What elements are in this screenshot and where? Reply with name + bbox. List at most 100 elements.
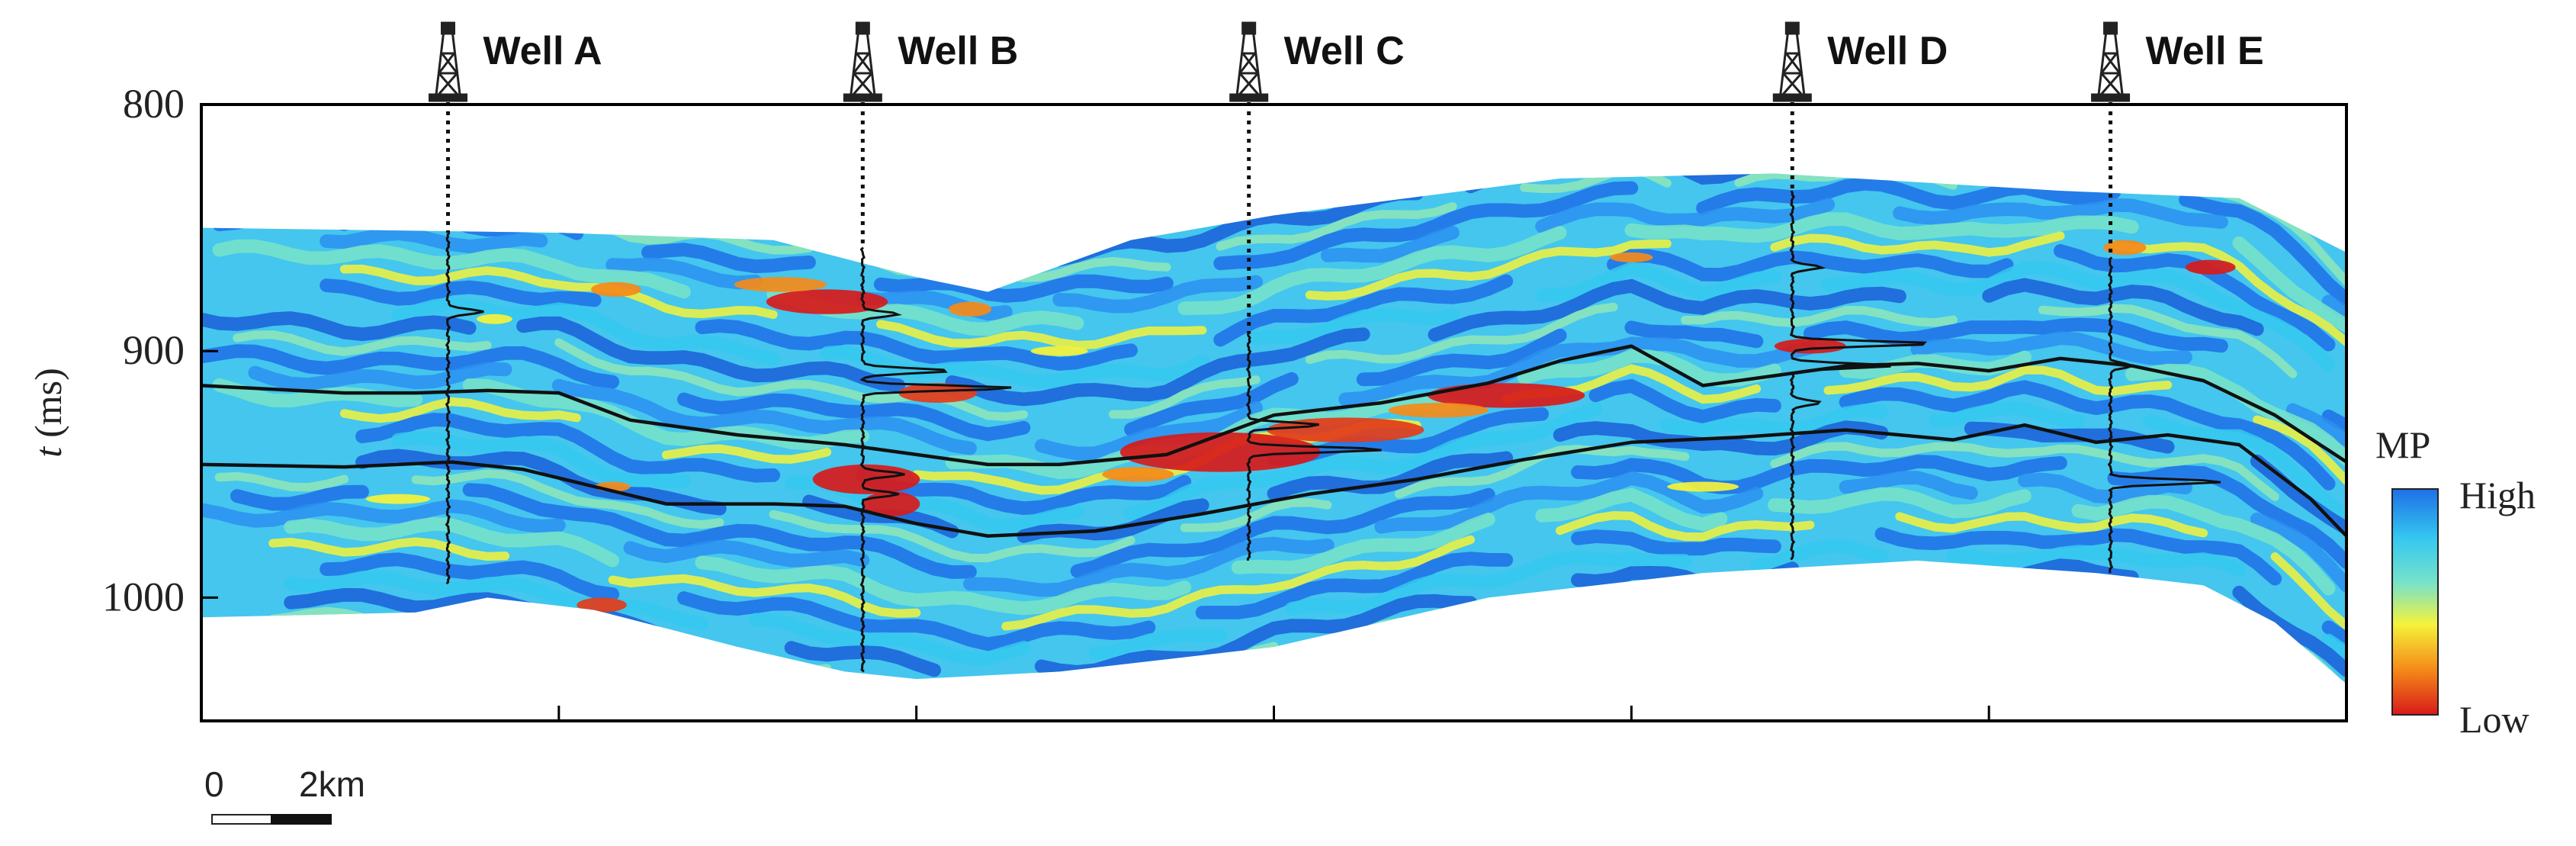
reflector: [309, 799, 720, 846]
reflector: [2071, 494, 2336, 596]
reflector: [320, 661, 494, 684]
reflector: [1839, 380, 2336, 491]
reflector: [1767, 487, 2032, 519]
reflector: [845, 751, 1095, 780]
reflector: [1874, 527, 2282, 586]
reflector: [1167, 719, 1381, 762]
reflector: [541, 754, 755, 806]
reflector: [1305, 302, 1618, 365]
reflector: [291, 127, 505, 141]
reflector: [1571, 455, 2067, 494]
reflector: [2053, 674, 2346, 684]
reflector: [1267, 631, 1620, 684]
reflector: [1345, 101, 1792, 159]
reflector: [2239, 700, 2346, 770]
reflector: [666, 119, 1006, 155]
y-tick-label: 1000: [102, 574, 185, 619]
anomaly: [1102, 467, 1174, 482]
reflector: [426, 210, 584, 240]
anomaly: [734, 277, 827, 292]
reflector: [391, 297, 780, 366]
well-b: Well B: [843, 21, 1018, 673]
reflector: [1381, 42, 1881, 97]
reflector: [201, 620, 709, 677]
reflector: [1095, 108, 1328, 150]
reflector: [398, 73, 595, 98]
reflector: [212, 637, 387, 667]
oil-derrick-icon: [1772, 21, 1812, 102]
reflector: [963, 536, 1335, 597]
reflector: [2321, 633, 2346, 660]
reflector: [1756, 135, 1917, 153]
reflector: [1895, 512, 2208, 538]
reflector: [2293, 780, 2346, 829]
reflector: [339, 397, 581, 423]
reflector: [1231, 513, 1495, 574]
reflector: [1267, 451, 1514, 500]
reflector: [595, 815, 738, 839]
reflector: [391, 430, 691, 489]
y-axis-label: t(ms): [27, 368, 69, 458]
reflector: [1660, 404, 1889, 437]
reflector: [2060, 701, 2346, 811]
reflector: [1006, 703, 1328, 761]
reflector: [2253, 415, 2346, 485]
reflector: [1571, 529, 1781, 556]
reflector: [2060, 745, 2239, 766]
reflector: [1356, 328, 1567, 387]
well-e: Well E: [2091, 21, 2264, 574]
reflector: [1893, 608, 2032, 643]
reflector: [1964, 173, 2103, 175]
reflector: [1828, 707, 1989, 719]
reflector: [219, 108, 416, 124]
anomaly: [365, 494, 431, 504]
reflector: [1857, 558, 2139, 589]
reflector: [1560, 756, 1954, 777]
reflector: [2125, 363, 2346, 466]
reflector: [1088, 628, 1228, 661]
anomaly: [2186, 259, 2236, 275]
reflector: [1667, 116, 2078, 139]
reflector: [551, 378, 977, 455]
reflector: [355, 413, 780, 483]
reflector: [214, 471, 349, 492]
reflector: [516, 316, 906, 393]
well-label: Well D: [1827, 29, 1948, 73]
reflector: [1877, 647, 2346, 684]
anomaly: [1119, 432, 1321, 472]
reflector: [641, 243, 816, 274]
reflector: [1320, 226, 1460, 263]
reflector: [2285, 403, 2346, 447]
well-log-curve: [1245, 333, 1382, 561]
reflector: [769, 510, 1135, 563]
reflector: [1642, 677, 1996, 684]
anomaly: [1774, 339, 1846, 354]
reflector: [201, 173, 387, 198]
reflector: [1821, 261, 2336, 373]
well-label: Well C: [1284, 29, 1405, 73]
y-tick-label: 900: [123, 327, 185, 373]
reflector: [1649, 741, 1971, 758]
reflector: [1606, 249, 2014, 281]
reflector: [1696, 629, 2103, 658]
scale-bar-start-label: 0: [204, 764, 224, 804]
reflector: [268, 606, 546, 634]
x-axis-ticks: [557, 706, 1990, 721]
wells: Well A Well B Well C Well D Well E: [428, 21, 2264, 673]
reflector: [1430, 653, 1779, 684]
anomaly: [898, 383, 978, 403]
reflector: [554, 173, 975, 216]
oil-derrick-icon: [428, 21, 467, 102]
well-label: Well A: [483, 29, 602, 73]
reflector: [876, 320, 1207, 350]
reflector: [1696, 176, 2122, 215]
reflector: [201, 311, 477, 342]
reflector: [212, 378, 423, 408]
reflector: [212, 205, 352, 232]
anomaly: [1030, 346, 1088, 356]
reflector: [2096, 728, 2240, 754]
reflector: [201, 344, 620, 389]
reflector: [219, 750, 469, 767]
oil-derrick-icon: [2091, 21, 2131, 102]
reflector: [2250, 512, 2346, 593]
